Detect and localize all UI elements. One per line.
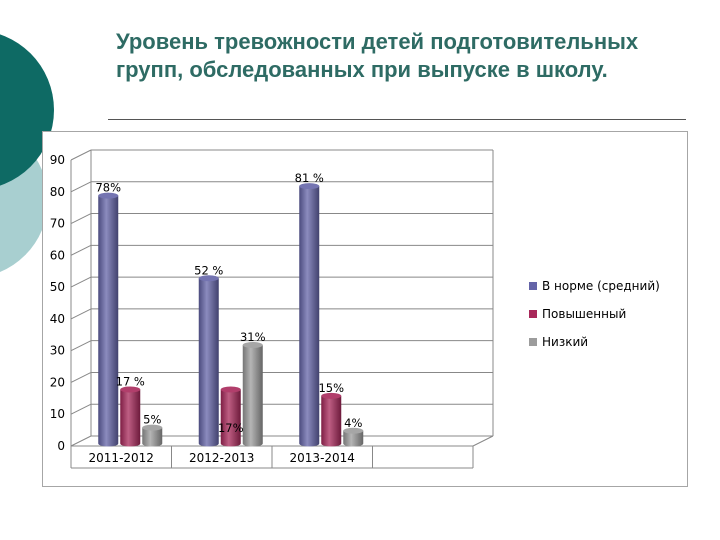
bar bbox=[98, 195, 119, 447]
grid-depth-line bbox=[70, 340, 92, 352]
bar-top bbox=[242, 341, 263, 348]
x-tick-label: 2013-2014 bbox=[290, 451, 355, 465]
legend-swatch bbox=[529, 338, 537, 346]
y-tick-label: 50 bbox=[50, 280, 65, 294]
title-divider bbox=[108, 119, 686, 120]
bar bbox=[343, 430, 364, 447]
bar bbox=[142, 427, 163, 447]
decor-dark-circle bbox=[0, 34, 54, 186]
chart-data-labels: 78% 17 % 5% 52 % 17% 31% 81 % 15% 4% bbox=[95, 171, 362, 435]
legend-label: Повышенный bbox=[542, 307, 626, 321]
y-tick-label: 30 bbox=[50, 344, 65, 358]
grid-depth-line bbox=[70, 371, 92, 383]
x-tick-label: 2012-2013 bbox=[189, 451, 254, 465]
legend-swatch bbox=[529, 310, 537, 318]
grid-depth-line bbox=[70, 244, 92, 256]
legend-label: Низкий bbox=[542, 335, 588, 349]
y-tick-label: 70 bbox=[50, 217, 65, 231]
grid-depth-line bbox=[70, 308, 92, 320]
grid-depth-line bbox=[70, 149, 92, 161]
bar bbox=[299, 186, 320, 447]
data-label: 52 % bbox=[194, 263, 223, 277]
y-tick-label: 60 bbox=[50, 248, 65, 262]
y-tick-label: 0 bbox=[57, 439, 65, 453]
bar-top bbox=[198, 275, 219, 282]
grid-depth-line bbox=[70, 403, 92, 415]
bar-top bbox=[343, 427, 364, 434]
bar-top bbox=[98, 192, 119, 199]
data-label: 17% bbox=[218, 421, 244, 435]
data-label: 4% bbox=[344, 416, 362, 430]
legend-swatch bbox=[529, 282, 537, 290]
chart-legend: В норме (средний) Повышенный Низкий bbox=[529, 279, 660, 349]
data-label: 5% bbox=[143, 413, 161, 427]
bar-top bbox=[220, 386, 241, 393]
bar bbox=[220, 389, 241, 447]
bar-top bbox=[120, 386, 141, 393]
bar-top bbox=[142, 424, 163, 431]
decorative-circles bbox=[0, 34, 54, 272]
chart-bars bbox=[98, 183, 364, 447]
grid-depth-line bbox=[70, 213, 92, 225]
bar bbox=[321, 395, 342, 447]
y-tick-label: 10 bbox=[50, 407, 65, 421]
grid-depth-line bbox=[70, 181, 92, 193]
data-label: 17 % bbox=[116, 374, 145, 388]
chart-frame: 0 10 20 30 40 50 60 70 80 90 2011-2012 2012-2013 201… bbox=[42, 131, 688, 487]
bar-top bbox=[299, 183, 320, 190]
data-label: 81 % bbox=[295, 171, 324, 185]
y-tick-label: 40 bbox=[50, 312, 65, 326]
y-tick-label: 20 bbox=[50, 375, 65, 389]
bar bbox=[242, 344, 263, 447]
floor-right-edge bbox=[472, 435, 494, 447]
data-label: 15% bbox=[318, 381, 344, 395]
y-tick-label: 90 bbox=[50, 153, 65, 167]
bar bbox=[120, 389, 141, 447]
bar-top bbox=[321, 392, 342, 399]
slide-title: Уровень тревожности детей подготовительн… bbox=[116, 29, 639, 82]
grid-depth-line bbox=[70, 276, 92, 288]
x-tick-label: 2011-2012 bbox=[89, 451, 154, 465]
grid-depth-line bbox=[70, 435, 92, 447]
y-tick-label: 80 bbox=[50, 185, 65, 199]
chart-axes: 0 10 20 30 40 50 60 70 80 90 2011-2012 2012-2013 201… bbox=[50, 150, 494, 469]
bar-chart: 0 10 20 30 40 50 60 70 80 90 2011-2012 2012-2013 201… bbox=[50, 149, 660, 469]
data-label: 31% bbox=[240, 330, 266, 344]
legend-label: В норме (средний) bbox=[542, 279, 660, 293]
bar bbox=[198, 278, 219, 447]
data-label: 78% bbox=[95, 181, 121, 195]
